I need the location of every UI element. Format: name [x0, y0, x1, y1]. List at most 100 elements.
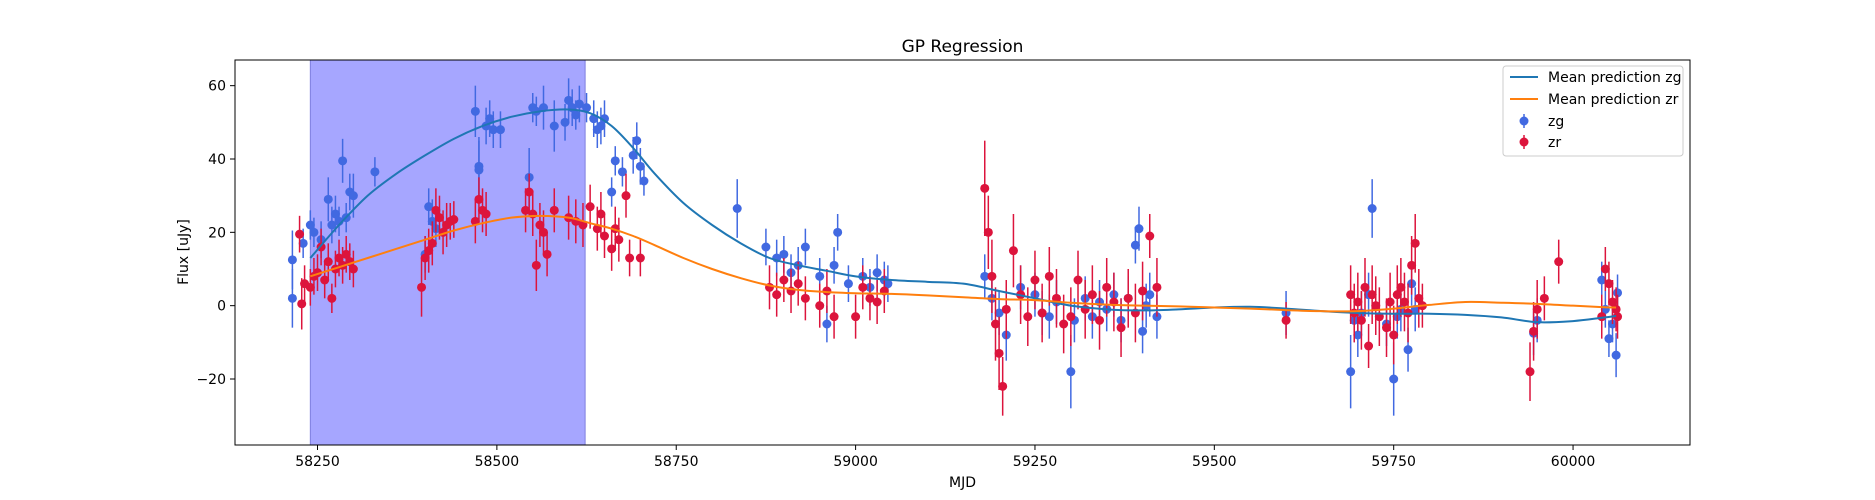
- legend-label-zr-line: Mean prediction zr: [1548, 92, 1679, 108]
- zr-data-point: [424, 246, 434, 256]
- y-tick-label: −20: [196, 372, 226, 388]
- zr-data-point: [1073, 275, 1083, 285]
- zg-data-point: [1367, 204, 1377, 213]
- plot-frame: [234, 59, 1691, 446]
- zg-data-point: [424, 202, 434, 212]
- zg-data-point: [1597, 275, 1607, 285]
- zr-data-point: [305, 282, 315, 292]
- x-tick-label: 59000: [833, 454, 878, 470]
- zr-data-point: [481, 209, 491, 219]
- zg-data-point: [1353, 330, 1363, 340]
- zr-data-point: [295, 229, 305, 239]
- zr-data-point: [625, 253, 635, 263]
- zg-data-point: [1346, 367, 1356, 377]
- zr-data-point: [334, 253, 344, 263]
- y-axis-label: Flux [uJy]: [176, 219, 192, 285]
- zr-data-point: [1539, 293, 1549, 303]
- zr-data-point: [1604, 279, 1614, 289]
- zg-data-point: [323, 194, 333, 204]
- zg-data-point: [488, 125, 498, 135]
- zr-data-point: [872, 297, 882, 307]
- zg-data-point: [635, 161, 645, 171]
- zr-data-point: [1360, 282, 1370, 292]
- zr-data-point: [1102, 282, 1112, 292]
- x-tick-label: 58250: [295, 454, 340, 470]
- legend-label-zg: zg: [1548, 114, 1564, 130]
- zg-data-point: [1611, 350, 1621, 360]
- zr-data-point: [1367, 290, 1377, 300]
- zr-data-point: [1608, 297, 1618, 307]
- zr-data-point: [521, 205, 531, 215]
- zr-data-point: [1407, 260, 1417, 270]
- y-tick-label: 40: [208, 152, 226, 168]
- zg-data-point: [596, 121, 606, 131]
- zg-data-point: [1138, 326, 1148, 336]
- mean-prediction-zg-line: [309, 108, 1617, 324]
- zr-data-point: [1410, 238, 1420, 248]
- zr-data-point: [549, 205, 559, 215]
- zr-data-point: [865, 293, 875, 303]
- zr-data-point: [1145, 231, 1155, 241]
- zr-data-point: [1001, 304, 1011, 314]
- zg-data-point: [1604, 334, 1614, 344]
- x-tick-label: 59250: [1013, 454, 1058, 470]
- zg-data-point: [1613, 288, 1623, 298]
- zr-data-point: [815, 301, 825, 311]
- zg-data-point: [779, 249, 789, 259]
- zr-data-point: [1281, 315, 1291, 325]
- shaded-region-layer: [309, 60, 586, 445]
- zr-data-point: [427, 238, 437, 248]
- zg-data-point: [1066, 367, 1076, 377]
- y-axis-ticks: −20 0 20 40 60: [196, 79, 235, 388]
- zg-data-point: [298, 238, 308, 248]
- zr-points-layer: [295, 140, 1623, 416]
- zr-data-point: [1532, 304, 1542, 314]
- zr-data-point: [434, 213, 444, 223]
- legend-label-zr: zr: [1548, 135, 1561, 151]
- zg-data-point: [370, 167, 380, 177]
- legend-label-zg-line: Mean prediction zg: [1548, 70, 1682, 86]
- zg-data-point: [309, 227, 319, 237]
- zr-data-point: [1389, 330, 1399, 340]
- zg-data-point: [843, 279, 853, 289]
- zr-data-point: [1356, 315, 1366, 325]
- zg-data-point: [582, 103, 592, 113]
- y-tick-label: 60: [208, 79, 226, 95]
- zg-data-point: [994, 308, 1004, 318]
- zg-data-point: [571, 110, 581, 120]
- zg-data-point: [485, 114, 495, 124]
- zr-data-point: [614, 235, 624, 245]
- zr-data-point: [635, 253, 645, 263]
- prediction-lines-layer: [309, 108, 1617, 324]
- zr-data-point: [994, 348, 1004, 358]
- zg-data-point: [560, 117, 570, 127]
- zr-data-point: [822, 286, 832, 296]
- zg-data-point: [474, 165, 484, 175]
- zr-data-point: [987, 271, 997, 281]
- zr-data-point: [1613, 312, 1623, 322]
- zr-data-point: [1554, 257, 1564, 267]
- zr-data-point: [1066, 312, 1076, 322]
- zg-data-point: [610, 156, 620, 166]
- zg-data-point: [815, 271, 825, 281]
- zr-data-point: [1023, 312, 1033, 322]
- zg-data-point: [549, 121, 559, 131]
- x-axis-ticks: 58250 58500 58750 59000 59250 59500 59750 60000: [295, 445, 1595, 470]
- zr-data-point: [1030, 275, 1040, 285]
- zr-data-point: [539, 227, 549, 237]
- zr-data-point: [1152, 282, 1162, 292]
- zg-data-point: [761, 242, 771, 252]
- zr-data-point: [1382, 323, 1392, 333]
- zr-data-point: [596, 209, 606, 219]
- zg-data-point: [1403, 345, 1413, 355]
- zg-data-point: [1134, 224, 1144, 234]
- zr-data-point: [528, 209, 538, 219]
- zr-data-point: [323, 257, 333, 267]
- zg-data-point: [327, 220, 337, 230]
- zr-data-point: [1037, 308, 1047, 318]
- zr-data-point: [1138, 286, 1148, 296]
- zg-data-point: [1389, 374, 1399, 384]
- zr-data-point: [327, 293, 337, 303]
- zg-data-point: [822, 319, 832, 329]
